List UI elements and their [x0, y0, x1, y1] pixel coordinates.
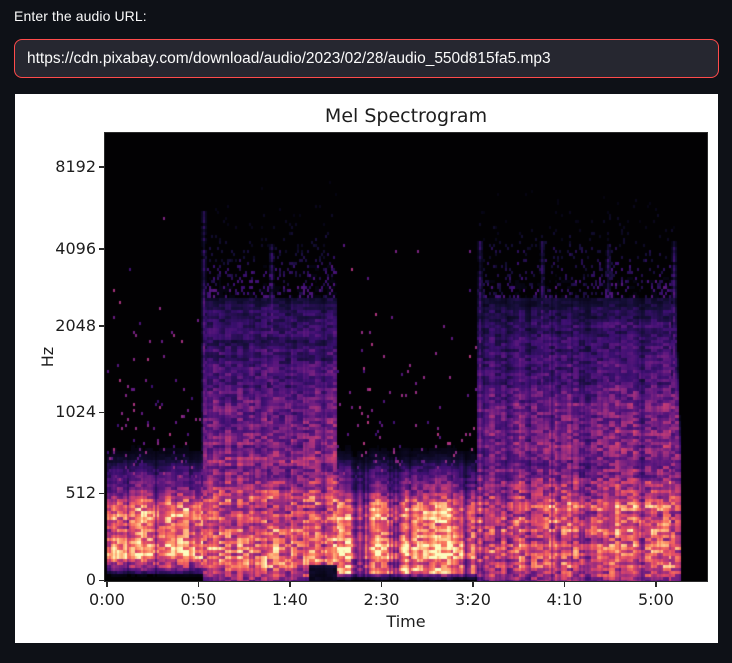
- x-tick-mark: [380, 582, 383, 587]
- y-tick-label: 0: [85, 570, 96, 589]
- x-tick-mark: [563, 582, 566, 587]
- plot-area: [104, 132, 708, 582]
- audio-url-label: Enter the audio URL:: [14, 8, 147, 24]
- x-tick-mark: [106, 582, 108, 587]
- y-tick-mark: [99, 579, 104, 581]
- y-tick-mark: [99, 166, 104, 168]
- x-tick-label: 0:50: [180, 590, 217, 609]
- chart-title: Mel Spectrogram: [324, 105, 488, 127]
- x-tick-label: 0:00: [89, 590, 125, 609]
- audio-url-input[interactable]: [14, 39, 719, 78]
- x-axis-label: Time: [386, 612, 426, 631]
- x-tick-label: 4:10: [546, 590, 583, 609]
- y-tick-mark: [99, 325, 104, 327]
- y-tick-label: 8192: [55, 156, 96, 176]
- y-tick-label: 512: [65, 483, 96, 503]
- y-tick-label: 4096: [55, 238, 96, 258]
- y-tick-label: 1024: [55, 402, 96, 421]
- x-tick-mark: [655, 582, 657, 587]
- x-tick-label: 1:40: [272, 590, 308, 609]
- y-tick-mark: [99, 411, 104, 413]
- y-tick-label: 2048: [55, 315, 96, 335]
- x-tick-mark: [472, 582, 474, 587]
- x-tick-label: 2:30: [363, 590, 400, 609]
- x-tick-mark: [197, 582, 200, 587]
- y-tick-mark: [99, 492, 104, 495]
- x-tick-label: 5:00: [637, 590, 674, 609]
- x-tick-mark: [289, 582, 291, 587]
- x-tick-label: 3:20: [454, 590, 491, 609]
- y-axis-label: Hz: [38, 346, 57, 368]
- spectrogram-figure: Mel Spectrogram Hz 8192 4096 2048 1024 512 0 …: [15, 94, 718, 643]
- y-tick-mark: [99, 248, 104, 250]
- spectrogram-canvas: [105, 133, 707, 581]
